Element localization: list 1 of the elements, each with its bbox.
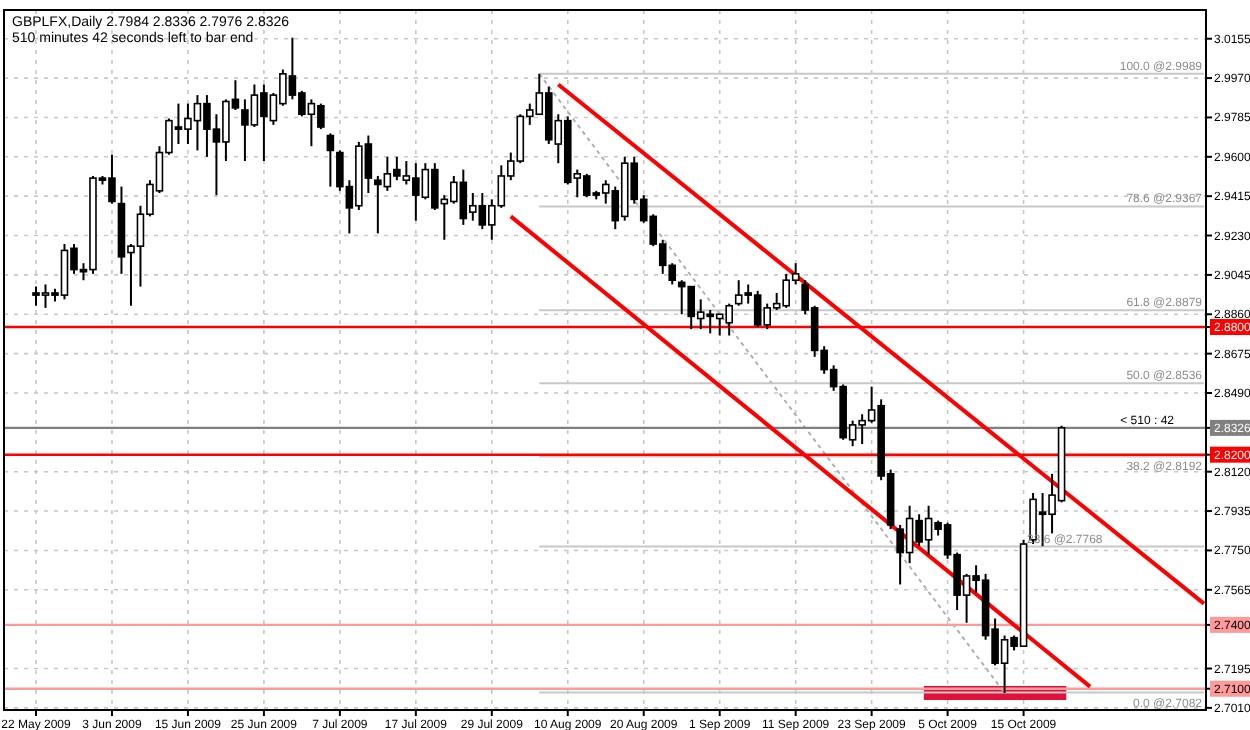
candlestick	[326, 132, 335, 188]
